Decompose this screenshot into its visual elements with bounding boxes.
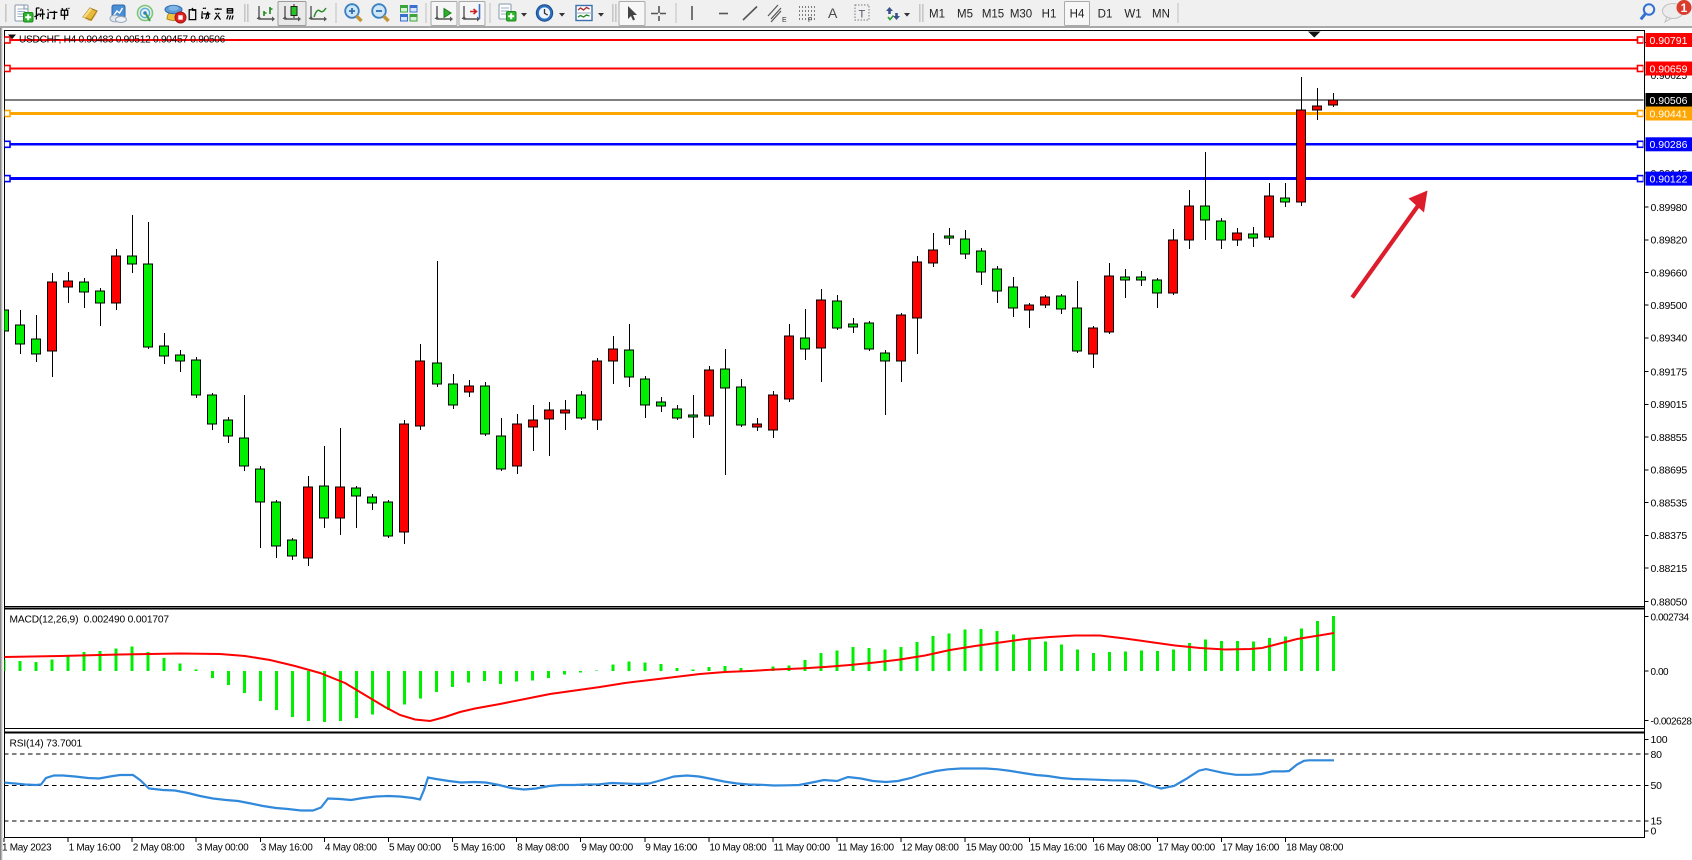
svg-text:USDCHF, H4 0.90483 0.90512 0.: USDCHF, H4 0.90483 0.90512 0.90457 0.905… xyxy=(19,35,226,46)
svg-text:0.89015: 0.89015 xyxy=(1651,399,1688,411)
svg-text:17 May 16:00: 17 May 16:00 xyxy=(1222,843,1280,854)
svg-text:0.89980: 0.89980 xyxy=(1651,202,1688,214)
svg-text:0.88050: 0.88050 xyxy=(1651,597,1688,609)
svg-text:1: 1 xyxy=(1681,1,1688,15)
svg-text:16 May 08:00: 16 May 08:00 xyxy=(1094,843,1152,854)
svg-text:15: 15 xyxy=(1651,816,1663,828)
svg-text:0.88695: 0.88695 xyxy=(1651,465,1688,477)
svg-text:9 May 16:00: 9 May 16:00 xyxy=(645,843,697,854)
svg-text:MACD(12,26,9) 0.002490 0.0017: MACD(12,26,9) 0.002490 0.001707 xyxy=(10,615,170,626)
svg-text:0.90659: 0.90659 xyxy=(1650,63,1688,75)
svg-text:M15: M15 xyxy=(982,9,1004,21)
svg-text:50: 50 xyxy=(1651,780,1663,792)
svg-text:M1: M1 xyxy=(929,9,945,21)
svg-text:W1: W1 xyxy=(1124,9,1141,21)
svg-text:0.002734: 0.002734 xyxy=(1651,612,1690,623)
svg-text:0: 0 xyxy=(1651,826,1657,838)
svg-text:80: 80 xyxy=(1651,749,1663,761)
svg-text:M5: M5 xyxy=(957,9,973,21)
svg-text:0.88375: 0.88375 xyxy=(1651,530,1688,542)
svg-text:17 May 00:00: 17 May 00:00 xyxy=(1158,843,1216,854)
svg-text:H1: H1 xyxy=(1042,9,1057,21)
svg-text:3 May 16:00: 3 May 16:00 xyxy=(261,843,313,854)
svg-text:T: T xyxy=(859,9,866,21)
svg-text:100: 100 xyxy=(1651,734,1668,746)
svg-text:9 May 00:00: 9 May 00:00 xyxy=(581,843,633,854)
svg-text:5 May 00:00: 5 May 00:00 xyxy=(389,843,441,854)
svg-text:0.88215: 0.88215 xyxy=(1651,563,1688,575)
svg-text:0.90122: 0.90122 xyxy=(1650,173,1688,185)
svg-text:0.89340: 0.89340 xyxy=(1651,333,1688,345)
svg-text:D1: D1 xyxy=(1098,9,1113,21)
svg-text:1 May 2023: 1 May 2023 xyxy=(2,843,52,854)
svg-text:5 May 16:00: 5 May 16:00 xyxy=(453,843,505,854)
svg-text:3 May 00:00: 3 May 00:00 xyxy=(197,843,249,854)
svg-text:RSI(14) 73.7001: RSI(14) 73.7001 xyxy=(10,739,83,750)
svg-text:H4: H4 xyxy=(1070,9,1085,21)
svg-text:F: F xyxy=(808,17,812,24)
svg-text:E: E xyxy=(782,17,787,24)
svg-text:4 May 08:00: 4 May 08:00 xyxy=(325,843,377,854)
svg-text:A: A xyxy=(828,5,838,21)
svg-text:1 May 16:00: 1 May 16:00 xyxy=(69,843,121,854)
svg-text:12 May 08:00: 12 May 08:00 xyxy=(902,843,960,854)
svg-text:0.88855: 0.88855 xyxy=(1651,432,1688,444)
svg-text:10 May 08:00: 10 May 08:00 xyxy=(709,843,767,854)
svg-text:0.88535: 0.88535 xyxy=(1651,497,1688,509)
svg-text:M30: M30 xyxy=(1010,9,1032,21)
svg-text:MN: MN xyxy=(1152,9,1170,21)
svg-text:0.00: 0.00 xyxy=(1651,667,1670,678)
svg-text:0.90791: 0.90791 xyxy=(1650,35,1688,47)
svg-text:0.89500: 0.89500 xyxy=(1651,300,1688,312)
svg-text:0.90506: 0.90506 xyxy=(1650,95,1688,107)
svg-text:0.90286: 0.90286 xyxy=(1650,139,1688,151)
svg-text:11 May 00:00: 11 May 00:00 xyxy=(774,843,831,854)
svg-text:0.89660: 0.89660 xyxy=(1651,267,1688,279)
svg-text:8 May 08:00: 8 May 08:00 xyxy=(517,843,569,854)
svg-text:-0.002628: -0.002628 xyxy=(1651,716,1692,727)
svg-text:11 May 16:00: 11 May 16:00 xyxy=(838,843,895,854)
svg-text:0.89820: 0.89820 xyxy=(1651,235,1688,247)
svg-text:2 May 08:00: 2 May 08:00 xyxy=(133,843,185,854)
svg-text:0.90441: 0.90441 xyxy=(1650,108,1688,120)
svg-text:15 May 00:00: 15 May 00:00 xyxy=(966,843,1024,854)
svg-text:15 May 16:00: 15 May 16:00 xyxy=(1030,843,1088,854)
svg-text:18 May 08:00: 18 May 08:00 xyxy=(1286,843,1344,854)
svg-text:0.89175: 0.89175 xyxy=(1651,367,1688,379)
